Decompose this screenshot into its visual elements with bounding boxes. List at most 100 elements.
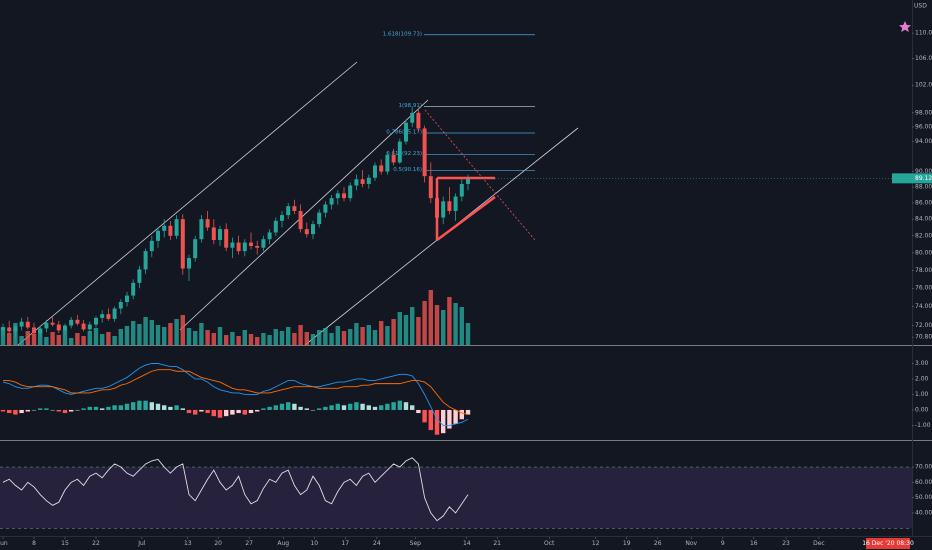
price-tick-label: 106.00 — [915, 55, 932, 62]
candle-body — [453, 196, 458, 212]
time-tick-label: 23 — [782, 540, 790, 547]
volume-bar — [354, 323, 359, 345]
volume-bar — [267, 335, 272, 345]
trend-line[interactable] — [424, 109, 536, 241]
channel-line[interactable] — [17, 61, 358, 346]
candle-body — [168, 225, 173, 236]
channel-line[interactable] — [179, 99, 429, 331]
macd-tick-label: 2.00 — [915, 375, 929, 382]
macd-histogram-bar — [348, 403, 353, 410]
signal-line — [3, 369, 469, 416]
volume-bar — [428, 290, 433, 345]
time-tick-label: Jul — [137, 540, 146, 547]
volume-bar — [441, 310, 446, 345]
macd-histogram-bar — [7, 409, 12, 414]
candle-body — [180, 219, 185, 269]
candle-body — [131, 282, 136, 296]
volume-bar — [224, 335, 229, 345]
price-tick-label: 76.00 — [915, 285, 932, 292]
rsi-tick-label: 60.00 — [915, 479, 932, 486]
macd-histogram-bar — [174, 405, 179, 410]
volume-bar — [385, 326, 390, 345]
candle-body — [298, 211, 303, 230]
candle-body — [416, 112, 421, 129]
price-tick-label: 82.00 — [915, 232, 932, 239]
time-tick-label: 15 — [61, 540, 69, 547]
candle-body — [218, 229, 222, 241]
macd-histogram-bar — [410, 405, 415, 410]
time-tick-label: 21 — [493, 540, 501, 547]
time-tick-label: Oct — [544, 540, 555, 547]
time-tick-label: Dec — [813, 540, 825, 547]
candle-body — [267, 232, 272, 240]
price-pane: 1.618(109.73)1(98.91)0.786(95.17)0.618(9… — [0, 31, 535, 345]
volume-bar — [50, 332, 55, 345]
time-tick-label: 26 — [654, 540, 662, 547]
volume-bar — [155, 325, 161, 345]
time-tick-label: 24 — [373, 540, 381, 547]
macd-histogram-bar — [69, 409, 74, 412]
candle-body — [162, 225, 167, 231]
volume-bar — [7, 333, 12, 345]
macd-histogram-bar — [100, 408, 105, 410]
volume-bar — [87, 331, 92, 345]
macd-histogram-bar — [242, 409, 247, 415]
macd-histogram-bar — [341, 405, 347, 410]
rsi-line — [2, 457, 469, 522]
volume-bar — [248, 334, 254, 345]
candle-body — [447, 201, 452, 212]
macd-tick-label: 1.00 — [915, 391, 929, 398]
macd-histogram-bar — [459, 409, 464, 420]
candle-body — [87, 324, 92, 330]
price-tick-label: 98.00 — [915, 109, 932, 116]
candle-body — [323, 204, 328, 213]
volume-bar — [341, 331, 347, 345]
volume-bar — [242, 330, 247, 345]
volume-bar — [410, 307, 415, 345]
candle-body — [422, 128, 427, 177]
macd-histogram-bar — [292, 403, 297, 410]
macd-histogram-bar — [75, 409, 80, 411]
volume-bar — [261, 333, 266, 345]
volume-bar — [19, 336, 24, 345]
volume-bar — [317, 330, 322, 345]
macd-histogram-bar — [366, 405, 371, 410]
volume-bar — [199, 323, 204, 345]
volume-bar — [186, 328, 192, 345]
candle-body — [199, 219, 204, 240]
macd-histogram-bar — [279, 403, 285, 410]
volume-bar — [56, 335, 61, 345]
volume-bar — [168, 323, 173, 345]
macd-histogram-bar — [422, 409, 427, 423]
macd-histogram-bar — [44, 408, 49, 410]
candle-body — [13, 326, 18, 332]
volume-bar — [416, 317, 421, 345]
time-tick-label: 22 — [92, 540, 100, 547]
macd-histogram-bar — [428, 409, 433, 431]
candle-body — [63, 325, 67, 331]
candle-body — [25, 321, 30, 328]
price-tick-label: 72.00 — [915, 322, 932, 329]
candle-body — [273, 220, 278, 233]
volume-bar — [143, 317, 148, 345]
macd-histogram-bar — [149, 402, 154, 410]
candle-body — [118, 302, 123, 309]
macd-histogram-bar — [199, 409, 204, 412]
time-tick-label: 13 — [184, 540, 192, 547]
triangle-bottom[interactable] — [436, 195, 496, 242]
alert-star[interactable] — [899, 21, 911, 32]
macd-histogram-bar — [217, 409, 223, 418]
macd-histogram-bar — [180, 408, 185, 410]
volume-bar — [447, 297, 452, 345]
macd-histogram-bar — [261, 408, 266, 410]
volume-bar — [459, 307, 464, 345]
candle-body — [75, 319, 80, 324]
candle-body — [193, 239, 198, 259]
candle-body — [391, 154, 396, 163]
candle-body — [261, 239, 266, 248]
price-tick-label: 90.00 — [915, 168, 932, 175]
macd-histogram-bar — [87, 406, 92, 410]
volume-bar — [75, 333, 80, 345]
